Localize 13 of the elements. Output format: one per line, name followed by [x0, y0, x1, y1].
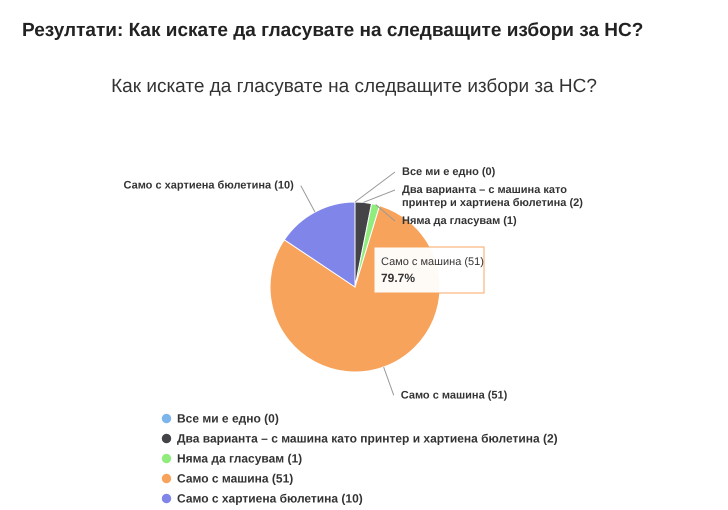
text: Само с машина (51) — [381, 256, 484, 268]
slice-label: Два варианта – с машина като принтер и хартиена бюлетина (2) — [402, 184, 584, 209]
legend-label: Само с машина (51) — [177, 472, 294, 486]
legend-label: Няма да гласувам (1) — [177, 452, 302, 466]
slice-label: Само с машина (51) — [400, 389, 508, 402]
category-label: Все ми е едно (0) — [402, 166, 496, 178]
slice-label: Само с хартиена бюлетина (10) — [123, 180, 294, 192]
chart-title: Резултати: Как искате да гласувате на следващите избори за НС? — [22, 20, 644, 41]
legend-label: Само с хартиена бюлетина (10) — [177, 492, 363, 506]
chart-subtitle: Как искате да гласувате на следващите избори за НС? — [111, 76, 597, 97]
text: 79.7% — [381, 271, 416, 285]
legend-label: Два варианта – с машина като принтер и хартиена бюлетина (2) — [177, 432, 558, 446]
legend-label: Все ми е едно (0) — [177, 412, 279, 426]
